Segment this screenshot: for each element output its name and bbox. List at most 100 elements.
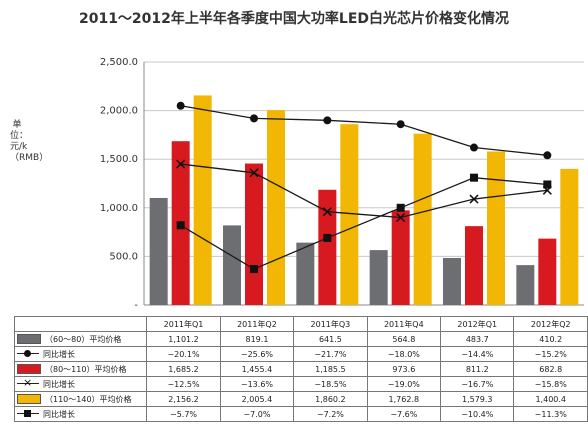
- data-label: 483.7: [440, 331, 515, 347]
- bar: [538, 238, 557, 305]
- line-point: [250, 265, 258, 274]
- series-name: 同比增长: [43, 379, 75, 389]
- legend-key-square-line: [17, 410, 39, 418]
- line-point: [176, 159, 186, 169]
- bar: [391, 210, 410, 305]
- bar: [296, 242, 315, 305]
- series-line: [180, 163, 548, 219]
- data-label: −25.6%: [219, 346, 295, 362]
- data-label: −18.0%: [366, 346, 442, 362]
- y-tick-label: 1,000.0: [100, 203, 138, 214]
- data-label: 973.6: [366, 361, 442, 377]
- y-tick-label: 2,500.0: [100, 57, 138, 68]
- data-label: −20.1%: [146, 346, 221, 362]
- data-label: 2,005.4: [219, 391, 295, 407]
- series-line: [180, 177, 548, 270]
- bar: [149, 197, 168, 305]
- table-row: （80～110）平均价格 1,685.2 1,455.4 1,185.5 973…: [13, 361, 588, 377]
- bar: [516, 265, 535, 305]
- bar: [245, 163, 263, 305]
- data-label: 819.1: [219, 331, 295, 347]
- legend-key-x-line: [17, 378, 39, 389]
- line-point: [250, 114, 258, 123]
- data-label: 1,455.4: [219, 361, 295, 377]
- series-name: 同比增长: [43, 349, 75, 359]
- data-label: −15.2%: [513, 346, 588, 362]
- data-label: −12.5%: [146, 376, 221, 392]
- series-line: [180, 105, 548, 156]
- data-label: −18.5%: [293, 376, 368, 392]
- table-row: （110～140）平均价格 2,156.2 2,005.4 1,860.2 1,…: [13, 391, 588, 407]
- bar: [560, 168, 579, 305]
- data-label: −14.4%: [440, 346, 515, 362]
- y-tick-label: 500.0: [109, 251, 138, 262]
- data-label: 1,685.2: [146, 361, 221, 377]
- line-point: [396, 120, 405, 129]
- data-label: −21.7%: [293, 346, 368, 362]
- line-point: [469, 194, 479, 204]
- data-label: −5.7%: [146, 406, 221, 422]
- chart-plot-area: 2,500.0 2,000.0 1,500.0 1,000.0 500.0 -: [100, 57, 584, 311]
- bar: [193, 95, 212, 305]
- data-table: 2011年Q1 2011年Q2 2011年Q3 2011年Q4 2012年Q1 …: [13, 316, 588, 422]
- line-point: [543, 151, 552, 160]
- data-label: 1,400.4: [513, 391, 588, 407]
- table-corner: [13, 316, 148, 332]
- line-point: [176, 101, 185, 110]
- line-point: [470, 143, 478, 152]
- bar: [465, 226, 483, 305]
- y-tick-label: 2,000.0: [100, 106, 138, 117]
- data-label: 1,101.2: [146, 331, 221, 347]
- line-point: [396, 212, 406, 223]
- data-label: −7.2%: [293, 406, 368, 422]
- category-label: 2012年Q2: [513, 316, 588, 332]
- y-tick-label: -: [134, 300, 138, 311]
- bar: [318, 189, 337, 305]
- bar: [223, 225, 241, 305]
- chart-title: 2011～2012年上半年各季度中国大功率LED白光芯片价格变化情况: [78, 11, 510, 27]
- data-label: 682.8: [513, 361, 588, 377]
- category-label: 2011年Q4: [366, 316, 442, 332]
- data-label: 410.2: [513, 331, 588, 347]
- bar: [340, 124, 359, 305]
- data-label: −11.3%: [513, 406, 588, 422]
- data-label: −16.7%: [440, 376, 515, 392]
- line-point: [322, 207, 332, 217]
- data-label: 1,762.8: [366, 391, 442, 407]
- data-label: −19.0%: [366, 376, 442, 392]
- data-label: −13.6%: [219, 376, 295, 392]
- series-name: 同比增长: [43, 409, 75, 419]
- table-header-row: 2011年Q1 2011年Q2 2011年Q3 2011年Q4 2012年Q1 …: [13, 316, 588, 332]
- table-row: （60～80）平均价格 1,101.2 819.1 641.5 564.8 48…: [13, 331, 588, 347]
- data-label: −7.0%: [219, 406, 295, 422]
- category-label: 2012年Q1: [440, 316, 515, 332]
- data-label: −7.6%: [366, 406, 442, 422]
- line-point: [249, 168, 259, 178]
- bar: [413, 133, 432, 305]
- line-point: [396, 203, 405, 212]
- bar: [487, 151, 505, 305]
- legend-key-red-bar: [17, 364, 41, 374]
- line-point: [323, 116, 332, 125]
- data-label: −15.8%: [513, 376, 588, 392]
- y-tick-label: 1,500.0: [100, 154, 138, 165]
- category-label: 2011年Q1: [146, 316, 221, 332]
- data-label: 811.2: [440, 361, 515, 377]
- table-row: 同比增长 −20.1% −25.6% −21.7% −18.0% −14.4% …: [13, 346, 588, 362]
- bar: [267, 110, 285, 305]
- category-label: 2011年Q2: [219, 316, 295, 332]
- data-label: 2,156.2: [146, 391, 221, 407]
- data-label: 641.5: [293, 331, 368, 347]
- data-label: −10.4%: [440, 406, 515, 422]
- category-label: 2011年Q3: [293, 316, 368, 332]
- legend-key-gray-bar: [17, 334, 41, 344]
- line-point: [176, 221, 185, 230]
- data-label: 1,860.2: [293, 391, 368, 407]
- table-row: 同比增长 −12.5% −13.6% −18.5% −19.0% −16.7% …: [13, 376, 588, 392]
- data-label: 1,579.3: [440, 391, 515, 407]
- data-label: 1,185.5: [293, 361, 368, 377]
- table-row: 同比增长 −5.7% −7.0% −7.2% −7.6% −10.4% −11.…: [13, 406, 588, 422]
- line-point: [323, 233, 332, 242]
- legend-key-yellow-bar: [17, 394, 41, 404]
- bar: [443, 257, 461, 305]
